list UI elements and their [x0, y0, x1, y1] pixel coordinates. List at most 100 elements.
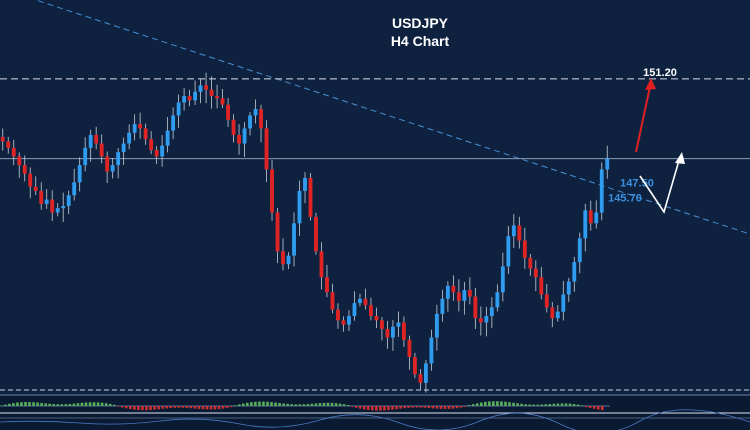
candle-body: [528, 257, 533, 269]
histogram-bar: [84, 402, 88, 406]
histogram-bar: [242, 403, 245, 406]
candle-body: [511, 225, 516, 237]
histogram-bar: [96, 402, 100, 406]
candle-body: [599, 169, 604, 213]
candle-body: [187, 96, 192, 101]
histogram-bar: [536, 404, 540, 406]
candle-body: [77, 165, 82, 183]
candle-body: [264, 128, 269, 170]
indicator-histogram: [0, 401, 604, 411]
histogram-bar: [387, 406, 390, 411]
histogram-bar: [274, 402, 277, 406]
histogram-bar: [508, 402, 511, 406]
histogram-bar: [52, 404, 56, 406]
histogram-bar: [580, 405, 584, 406]
candle-body: [314, 216, 318, 252]
candle-body: [253, 109, 258, 116]
white-arrow-head: [675, 152, 685, 164]
candle-body: [231, 119, 236, 135]
histogram-bar: [80, 402, 84, 406]
histogram-bar: [254, 401, 257, 406]
candle-body: [99, 143, 104, 157]
candle-body: [478, 318, 483, 323]
histogram-bar: [237, 404, 241, 406]
histogram-bar: [447, 406, 451, 409]
histogram-bar: [423, 406, 427, 408]
candle-body: [412, 356, 417, 375]
candle-body: [44, 199, 49, 204]
candle-body: [489, 307, 494, 316]
histogram-bar: [532, 404, 535, 406]
candle-body: [160, 145, 165, 157]
histogram-bar: [125, 406, 128, 409]
candle-body: [281, 251, 285, 265]
candle-body: [352, 303, 357, 316]
histogram-bar: [492, 401, 495, 406]
level-label-2: 145.70: [608, 192, 642, 204]
candle-body: [495, 292, 500, 308]
candle-body: [407, 339, 412, 357]
histogram-bar: [201, 406, 205, 410]
candlestick-series: [0, 72, 610, 393]
candle-body: [423, 363, 428, 383]
histogram-bar: [28, 402, 31, 406]
candle-body: [396, 322, 401, 327]
candle-body: [440, 298, 445, 314]
histogram-bar: [584, 406, 588, 408]
candle-body: [176, 102, 181, 116]
histogram-bar: [181, 406, 185, 408]
histogram-bar: [88, 402, 92, 406]
histogram-bar: [552, 403, 556, 406]
candle-body: [418, 374, 423, 383]
histogram-bar: [4, 404, 7, 406]
histogram-bar: [435, 406, 439, 409]
histogram-bar: [56, 404, 60, 406]
histogram-bar: [302, 404, 306, 406]
histogram-bar: [141, 406, 144, 411]
candle-body: [182, 96, 187, 103]
candle-body: [39, 190, 44, 204]
histogram-bar: [246, 402, 249, 406]
histogram-bar: [500, 401, 503, 406]
candle-body: [583, 210, 588, 239]
histogram-bar: [358, 406, 362, 409]
histogram-bar: [157, 406, 160, 410]
candle-body: [429, 337, 434, 364]
histogram-bar: [439, 406, 443, 409]
histogram-bar: [153, 406, 156, 410]
candle-body: [17, 156, 22, 166]
histogram-bar: [350, 406, 354, 407]
candle-body: [88, 134, 93, 148]
histogram-bar: [298, 404, 302, 406]
candle-body: [132, 124, 137, 133]
candle-body: [165, 130, 170, 146]
candle-body: [522, 240, 527, 258]
candle-body: [0, 137, 5, 142]
candle-body: [341, 320, 346, 325]
histogram-bar: [92, 402, 96, 406]
histogram-bar: [213, 406, 217, 410]
candle-body: [237, 134, 241, 144]
histogram-bar: [564, 403, 568, 406]
histogram-bar: [310, 403, 314, 406]
histogram-bar: [528, 404, 531, 406]
candle-body: [385, 328, 390, 338]
candle-body: [484, 316, 489, 323]
chart-subtitle: H4 Chart: [391, 33, 450, 49]
histogram-bar: [16, 402, 19, 406]
histogram-bar: [262, 401, 265, 406]
histogram-bar: [294, 404, 298, 406]
histogram-bar: [225, 406, 229, 408]
histogram-bar: [60, 404, 64, 406]
histogram-bar: [266, 401, 269, 406]
candle-body: [215, 96, 219, 99]
candle-body: [445, 285, 450, 299]
candle-body: [588, 210, 593, 224]
candle-body: [275, 212, 280, 252]
candle-body: [66, 195, 71, 207]
histogram-bar: [137, 406, 140, 411]
histogram-bar: [197, 406, 201, 409]
candle-body: [292, 223, 296, 256]
candle-body: [369, 305, 373, 316]
histogram-bar: [572, 404, 576, 406]
